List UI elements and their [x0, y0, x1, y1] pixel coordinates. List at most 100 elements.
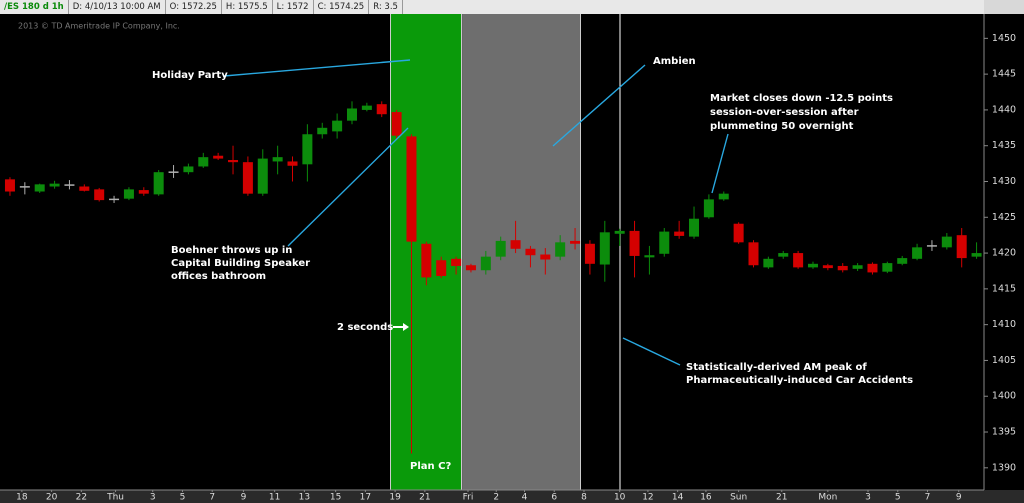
- candle-body: [912, 247, 923, 259]
- candle-body: [852, 265, 863, 269]
- candles: [4, 101, 982, 454]
- candle-body: [79, 186, 90, 191]
- candle-body: [763, 258, 774, 268]
- candle-body: [302, 134, 313, 165]
- y-tick-label: 1440: [992, 104, 1016, 115]
- x-tick-label: 16: [700, 493, 712, 503]
- candle-body: [153, 172, 164, 195]
- pointer: [552, 64, 646, 147]
- x-tick-label: 13: [299, 493, 310, 503]
- candle-body: [822, 265, 833, 269]
- y-tick-label: 1415: [992, 283, 1016, 294]
- candle-body: [436, 260, 447, 276]
- x-tick-label: 21: [419, 493, 430, 503]
- candle-body: [897, 258, 908, 264]
- header-item: D: 4/10/13 10:00 AM: [69, 0, 166, 14]
- x-tick-label: 10: [614, 493, 626, 503]
- annotation: Statistically-derived AM peak of: [686, 362, 867, 373]
- header-item: R: 3.5: [369, 0, 403, 14]
- annotation: Boehner throws up in: [171, 245, 292, 256]
- header-bar: /ES 180 d 1h D: 4/10/13 10:00 AM O: 1572.2…: [0, 0, 984, 14]
- y-tick-label: 1435: [992, 140, 1016, 151]
- candle-body: [272, 157, 283, 162]
- candle-body: [882, 263, 893, 272]
- x-tick-label: 14: [672, 493, 684, 503]
- candle-body: [793, 253, 804, 268]
- y-tick-label: 1395: [992, 427, 1016, 438]
- header-item: O: 1572.25: [166, 0, 222, 14]
- highlight-edge: [580, 14, 581, 490]
- x-tick-label: Mon: [818, 493, 837, 503]
- header-item: L: 1572: [273, 0, 314, 14]
- candle-body: [733, 223, 744, 243]
- candle-body: [941, 236, 952, 248]
- candle-body: [34, 184, 45, 192]
- y-tick-label: 1425: [992, 212, 1016, 223]
- candle-body: [183, 166, 194, 173]
- annotation: Capital Building Speaker: [171, 258, 310, 269]
- candle-body: [689, 218, 700, 237]
- annotation: Ambien: [653, 56, 696, 67]
- x-tick-label: 5: [895, 493, 901, 503]
- annotation: Holiday Party: [152, 70, 228, 81]
- x-tick-label: 19: [389, 493, 401, 503]
- pointer: [711, 133, 729, 194]
- x-tick-label: Fri: [463, 493, 474, 503]
- candle-body: [659, 231, 670, 254]
- candle-body: [4, 179, 15, 192]
- x-tick-label: 5: [180, 493, 186, 503]
- x-tick-label: 20: [46, 493, 58, 503]
- candle-body: [778, 253, 789, 257]
- candle-body: [614, 230, 625, 234]
- pointer: [287, 127, 409, 247]
- candle-body: [599, 232, 610, 265]
- candle-body: [376, 104, 387, 115]
- header-item: C: 1574.25: [314, 0, 370, 14]
- candle-body: [257, 158, 268, 194]
- candle-body: [629, 230, 640, 256]
- annotation: 2 seconds: [337, 322, 393, 333]
- annotation: offices bathroom: [171, 271, 266, 282]
- candle-body: [465, 265, 476, 271]
- candle-body: [406, 136, 417, 242]
- candle-body: [837, 265, 848, 271]
- x-tick-label: 9: [956, 493, 962, 503]
- candle-body: [867, 263, 878, 273]
- candle-body: [391, 112, 402, 136]
- highlight-edge: [390, 14, 391, 490]
- header-item: /ES 180 d 1h: [0, 0, 69, 14]
- candle-body: [138, 190, 149, 194]
- x-axis-area: [0, 490, 1024, 503]
- y-axis-area: [984, 14, 1024, 490]
- candle-body: [242, 162, 253, 194]
- x-tick-label: Thu: [106, 493, 124, 503]
- candle-body: [971, 253, 982, 257]
- x-tick-label: 8: [581, 493, 587, 503]
- x-tick-label: 4: [522, 493, 528, 503]
- candle-body: [332, 120, 343, 132]
- x-tick-label: 7: [925, 493, 931, 503]
- copyright: 2013 © TD Ameritrade IP Company, Inc.: [18, 22, 180, 31]
- y-tick-label: 1450: [992, 33, 1016, 44]
- annotations: Holiday Party Ambien Market closes down …: [152, 56, 913, 472]
- candle-body: [287, 161, 298, 166]
- candle-body: [495, 240, 506, 257]
- x-tick-label: 9: [241, 493, 247, 503]
- y-tick-label: 1410: [992, 319, 1016, 330]
- candle-body: [317, 127, 328, 135]
- candle-body: [956, 235, 967, 259]
- toolbar-corner: [984, 0, 1024, 14]
- candle-body: [584, 243, 595, 264]
- highlight-edge: [461, 14, 463, 490]
- candle-body: [480, 256, 491, 271]
- candle-body: [346, 108, 357, 121]
- pointer: [223, 59, 411, 77]
- header-item: H: 1575.5: [222, 0, 273, 14]
- candle-body: [228, 160, 239, 163]
- y-tick-label: 1445: [992, 69, 1016, 80]
- x-tick-label: 3: [150, 493, 156, 503]
- annotation: plummeting 50 overnight: [710, 121, 854, 132]
- x-tick-label: 3: [865, 493, 871, 503]
